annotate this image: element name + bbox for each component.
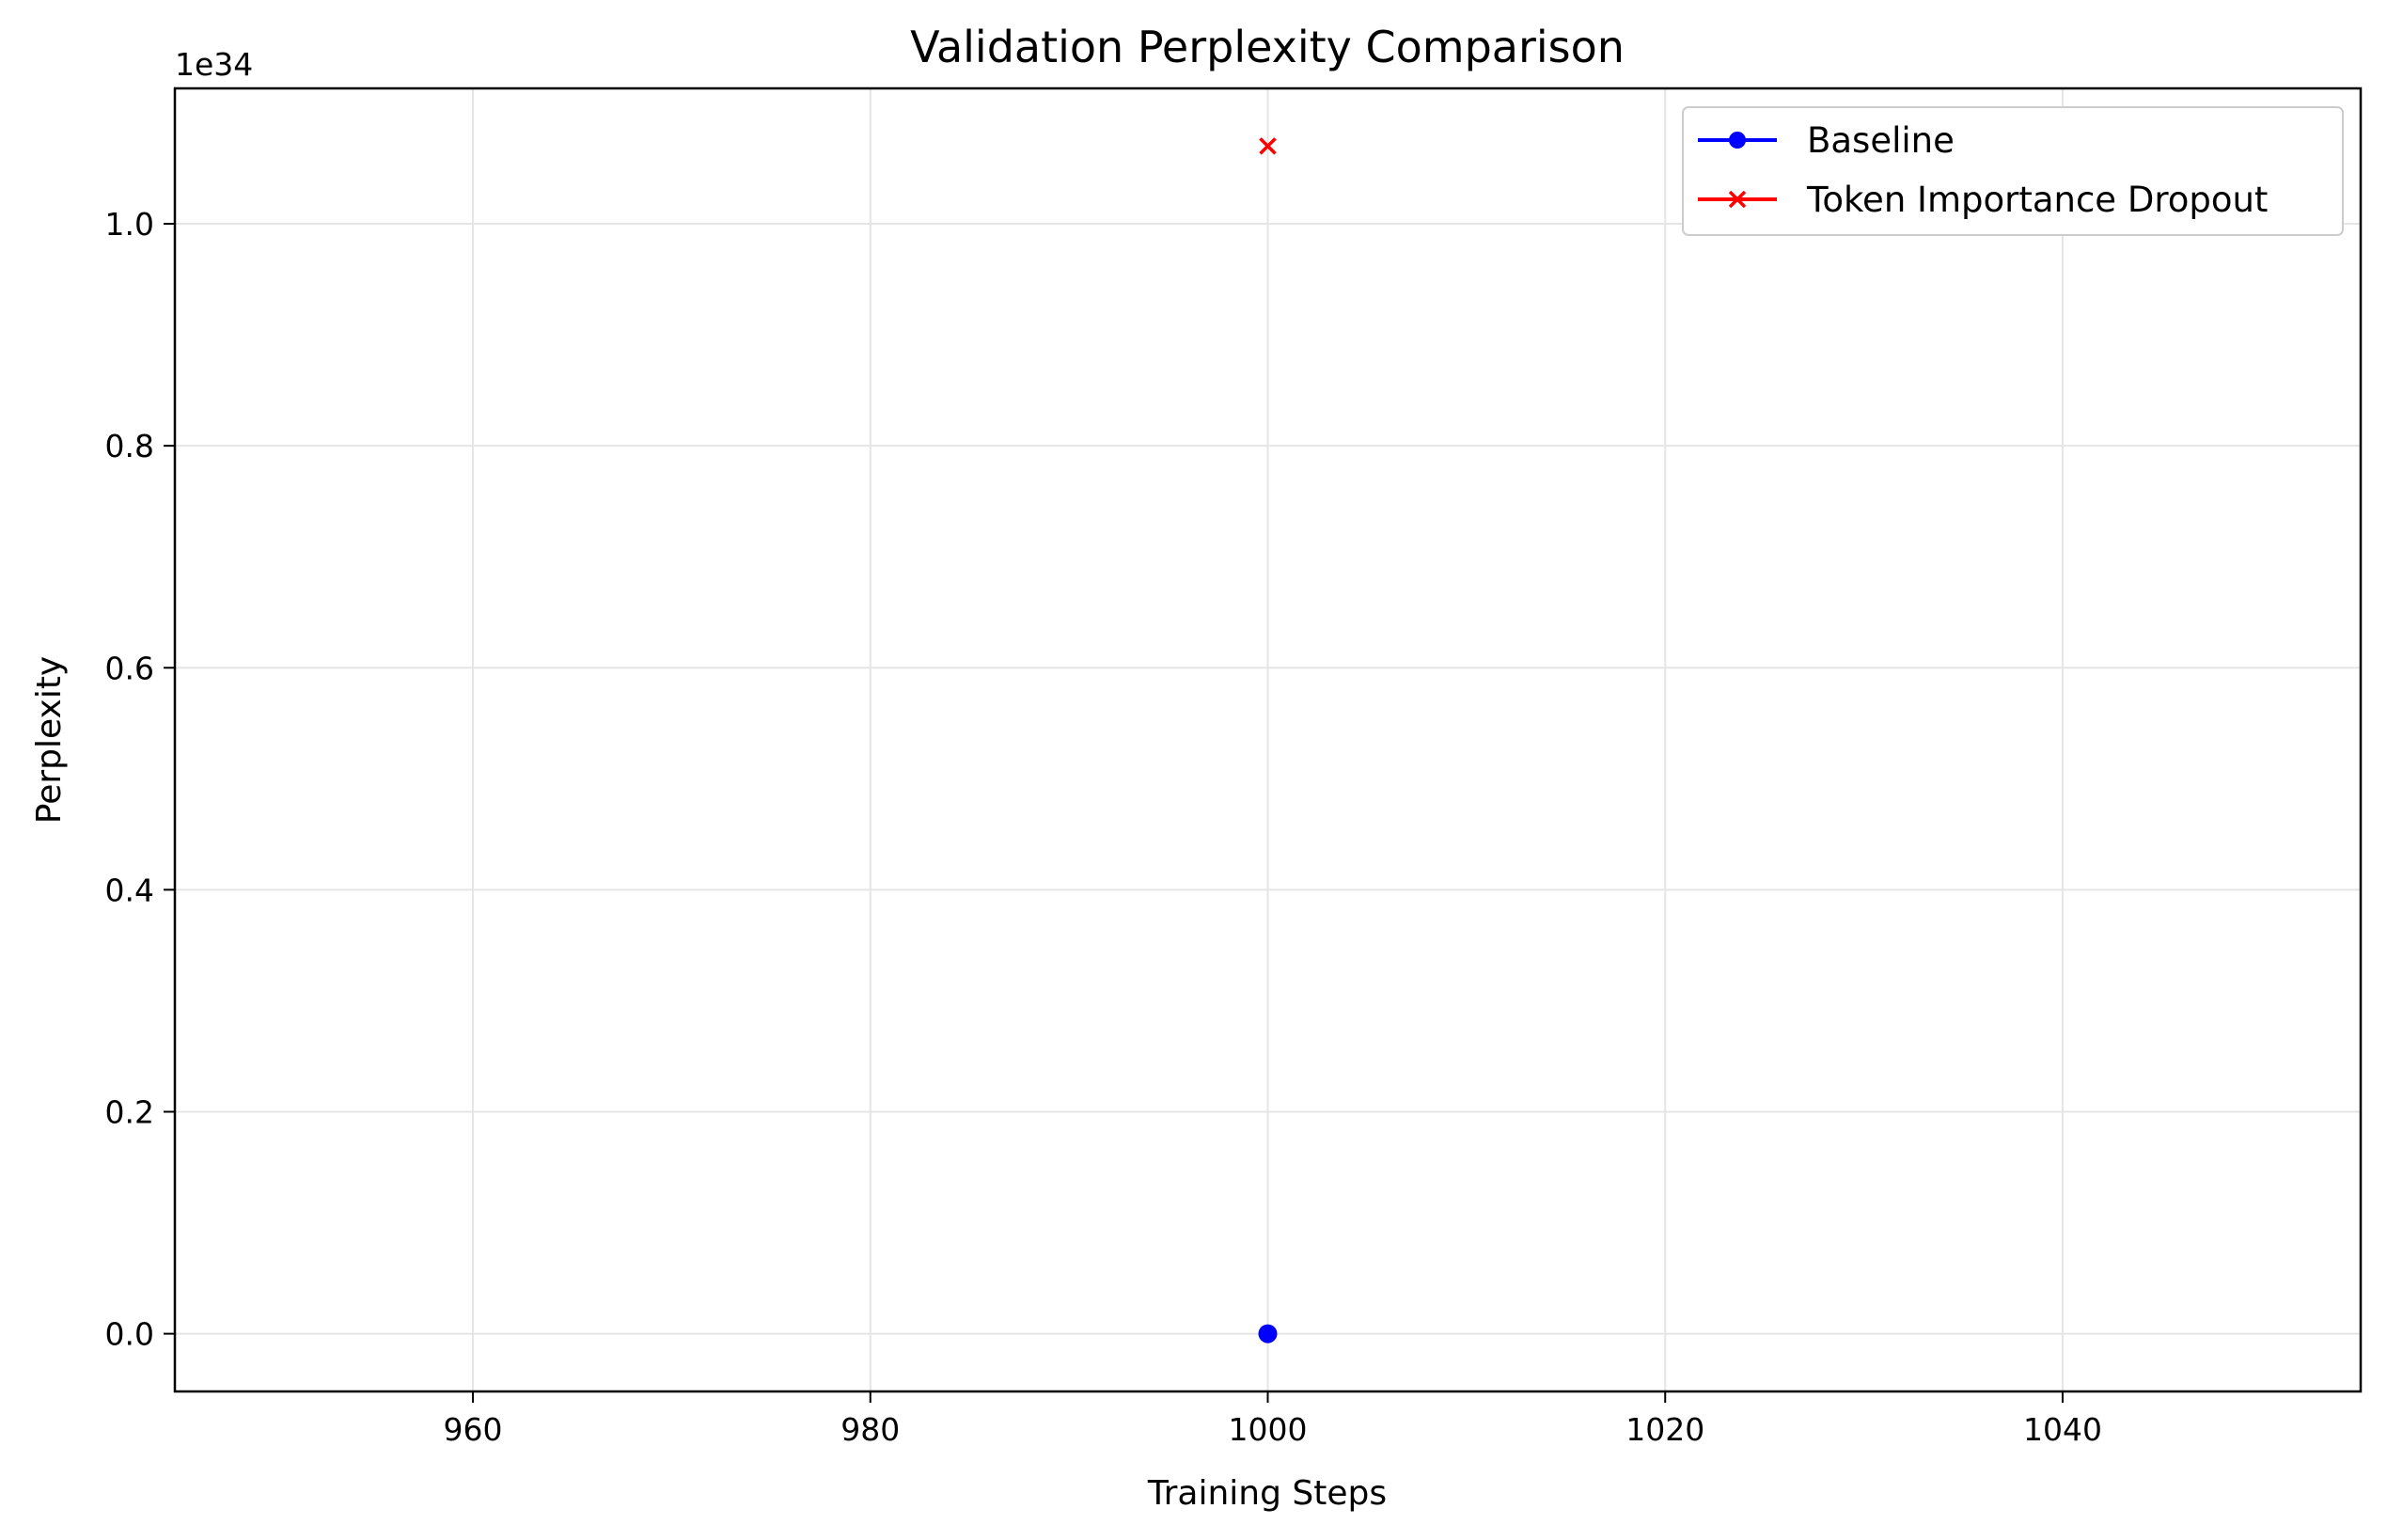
y-offset-label: 1e34 [175,46,253,83]
legend-marker-token-dropout [1728,190,1747,209]
x-tick-label: 1040 [2023,1411,2102,1448]
legend-label-baseline: Baseline [1807,120,1955,161]
data-point [1259,137,1277,155]
y-axis-title: Perplexity [30,656,69,824]
y-tick-label: 0.6 [105,650,154,686]
y-axis: 0.0 0.2 0.4 0.6 0.8 1.0 [105,206,175,1353]
chart-title: Validation Perplexity Comparison [910,22,1625,72]
series-0 [1258,1324,1278,1344]
x-tick-label: 1020 [1625,1411,1704,1448]
y-tick-label: 0.4 [105,872,154,908]
x-axis: 960 980 1000 1020 1040 [444,1391,2102,1448]
legend-marker-baseline [1729,132,1746,149]
series-layer [1258,137,1278,1344]
y-tick-label: 0.8 [105,428,154,464]
x-axis-title: Training Steps [1147,1474,1387,1513]
legend-label-token-dropout: Token Importance Dropout [1806,180,2268,220]
series-1 [1259,137,1277,155]
data-point [1258,1324,1278,1344]
x-tick-label: 980 [840,1411,900,1448]
legend-box [1682,106,2344,236]
x-tick-label: 1000 [1229,1411,1308,1448]
legend: Baseline Token Importance Dropout [1682,106,2344,236]
x-tick-label: 960 [444,1411,503,1448]
y-tick-label: 1.0 [105,206,154,243]
y-tick-label: 0.0 [105,1316,154,1353]
y-tick-label: 0.2 [105,1093,154,1130]
